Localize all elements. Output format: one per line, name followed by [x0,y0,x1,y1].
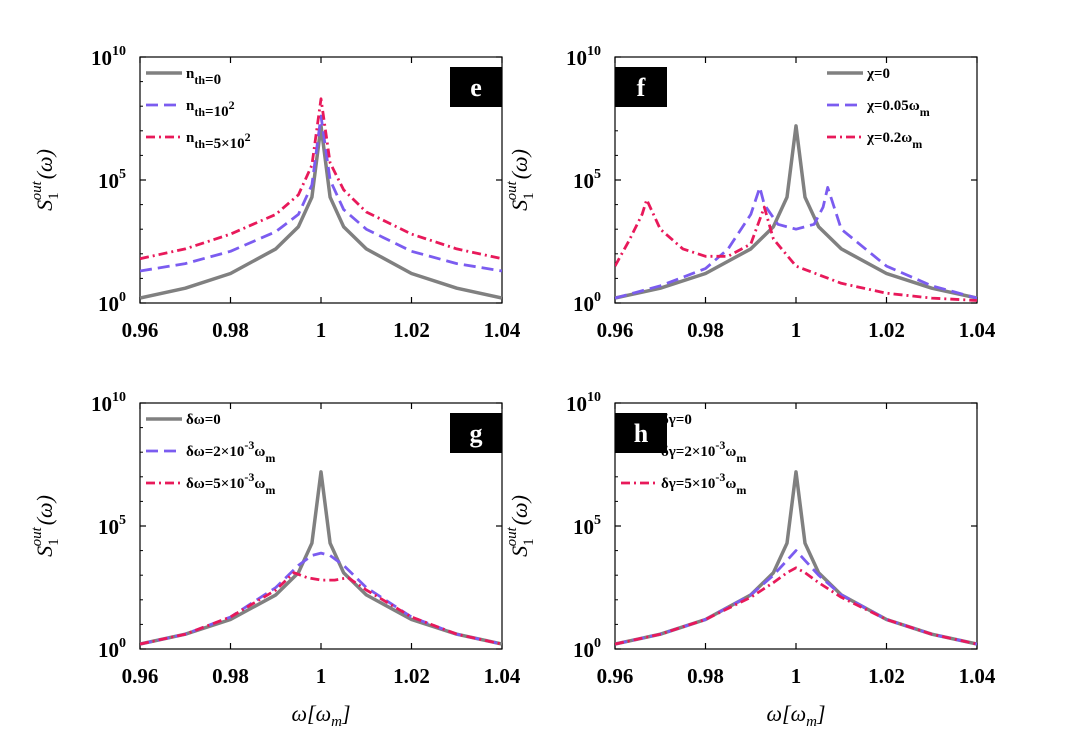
panel-badge [615,413,667,453]
y-tick-label: 105 [573,513,601,539]
x-tick-label: 1 [316,664,327,688]
x-tick-label: 1.02 [868,664,905,688]
y-axis-label: S1out(ω) [504,149,537,211]
x-tick-label: 1.04 [959,664,996,688]
x-tick-label: 1 [791,664,802,688]
series-line-pink [140,571,502,646]
legend-entry: χ=0 [866,66,890,82]
axes-frame [614,56,978,304]
x-tick-label: 1.02 [868,318,905,342]
legend-entry: nth=5×102 [186,130,251,152]
x-tick-label: 0.98 [212,318,249,342]
x-tick-label: 1.02 [393,664,430,688]
y-tick-label: 1010 [91,390,126,416]
x-tick-label: 0.98 [687,664,724,688]
x-tick-label: 0.96 [597,664,634,688]
legend-entry: δγ=0 [661,412,692,428]
series-line-gray [615,124,977,300]
axes-frame [139,402,503,650]
x-tick-label: 0.96 [597,318,634,342]
series-line-blue [140,114,502,273]
panel-label: e [470,73,482,102]
series-line-pink [140,97,502,261]
axes-frame [139,56,503,304]
series-line-blue [140,551,502,646]
y-tick-label: 100 [573,636,601,662]
series-line-blue [615,185,977,300]
x-tick-label: 0.98 [687,318,724,342]
x-tick-label: 1.04 [484,664,521,688]
panel-badge [450,413,502,453]
x-tick-label: 0.96 [122,318,159,342]
series-line-gray [140,124,502,300]
panel-label: h [634,419,649,448]
y-tick-label: 1010 [91,44,126,70]
y-axis-label: S1out(ω) [29,149,62,211]
y-tick-label: 1010 [566,44,601,70]
y-tick-label: 105 [573,167,601,193]
x-axis-label: ω[ωm] [766,701,825,730]
x-tick-label: 0.98 [212,664,249,688]
y-tick-label: 105 [98,513,126,539]
panel-g: 0.96 0.98 1 1.02 1.04 100 105 1010 S1out(ω) ω[ωm]… [29,390,521,730]
panel-f: 0.96 0.98 1 1.02 1.04 100 105 1010 S1out(ω) χ=0 χ=… [504,44,996,342]
legend-entry: χ=0.2ωm [866,130,922,151]
legend-entry: δω=5×10-3ωm [186,470,275,497]
legend-entry: δω=0 [186,412,221,428]
panel-e: 0.96 0.98 1 1.02 1.04 100 105 1010 S1out(ω) nth=0… [29,44,521,342]
y-axis-label: S1out(ω) [29,495,62,557]
legend-entry: δγ=2×10-3ωm [661,438,746,465]
x-tick-label: 1.04 [959,318,996,342]
panel-badge [615,67,667,107]
series-line-blue [615,549,977,646]
axes-frame [614,402,978,650]
series-line-gray [615,470,977,646]
y-tick-label: 100 [98,290,126,316]
legend-entry: δω=2×10-3ωm [186,438,275,465]
series-line-pink [615,566,977,646]
y-tick-label: 105 [98,167,126,193]
x-tick-label: 1 [316,318,327,342]
panel-h: 0.96 0.98 1 1.02 1.04 100 105 1010 S1out(ω) ω[ωm]… [504,390,996,730]
y-tick-label: 1010 [566,390,601,416]
legend-entry: δγ=5×10-3ωm [661,470,746,497]
y-tick-label: 100 [98,636,126,662]
panel-label: g [470,419,483,448]
legend-entry: nth=102 [186,98,235,120]
x-tick-label: 1.04 [484,318,521,342]
legend-entry: nth=0 [186,66,221,88]
x-axis-label: ω[ωm] [291,701,350,730]
y-axis-label: S1out(ω) [504,495,537,557]
x-tick-label: 0.96 [122,664,159,688]
panel-badge [450,67,502,107]
legend-entry: χ=0.05ωm [866,98,930,119]
panel-label: f [637,73,646,102]
y-tick-label: 100 [573,290,601,316]
series-line-gray [140,470,502,646]
series-line-pink [615,198,977,302]
x-tick-label: 1 [791,318,802,342]
x-tick-label: 1.02 [393,318,430,342]
